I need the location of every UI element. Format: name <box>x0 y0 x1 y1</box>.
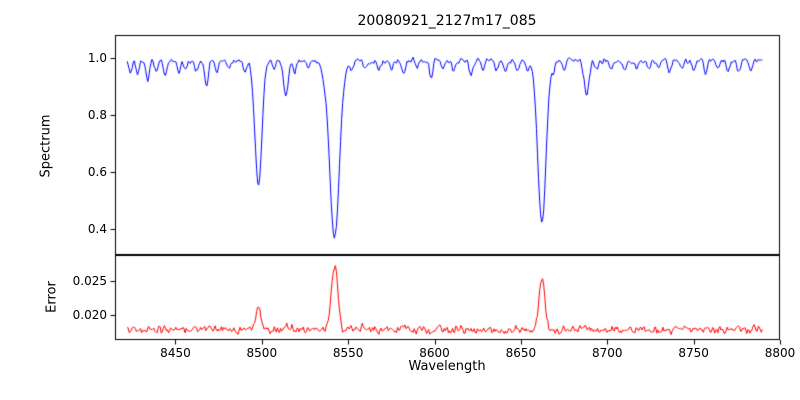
x-tick-label: 8750 <box>678 346 709 360</box>
x-tick-label: 8650 <box>505 346 537 360</box>
y-tick-label-spectrum: 0.4 <box>87 222 107 237</box>
y-tick-label-spectrum: 0.6 <box>87 165 107 180</box>
y-tick-label-error: 0.025 <box>72 273 107 288</box>
y-tick-label-error: 0.020 <box>72 307 107 322</box>
x-tick-label: 8550 <box>332 346 364 360</box>
plot-title: 20080921_2127m17_085 <box>357 13 537 29</box>
x-tick-label: 8450 <box>160 346 191 360</box>
x-tick-label: 8700 <box>591 346 623 360</box>
x-axis-label: Wavelength <box>408 359 486 374</box>
y-axis-label-error: Error <box>44 281 60 313</box>
x-tick-label: 8800 <box>764 346 796 360</box>
x-tick-label: 8500 <box>246 346 278 360</box>
y-tick-label-spectrum: 0.8 <box>87 108 107 122</box>
y-tick-label-spectrum: 1.0 <box>87 50 107 65</box>
y-axis-label-spectrum: Spectrum <box>38 114 54 178</box>
x-tick-label: 8600 <box>419 346 450 360</box>
